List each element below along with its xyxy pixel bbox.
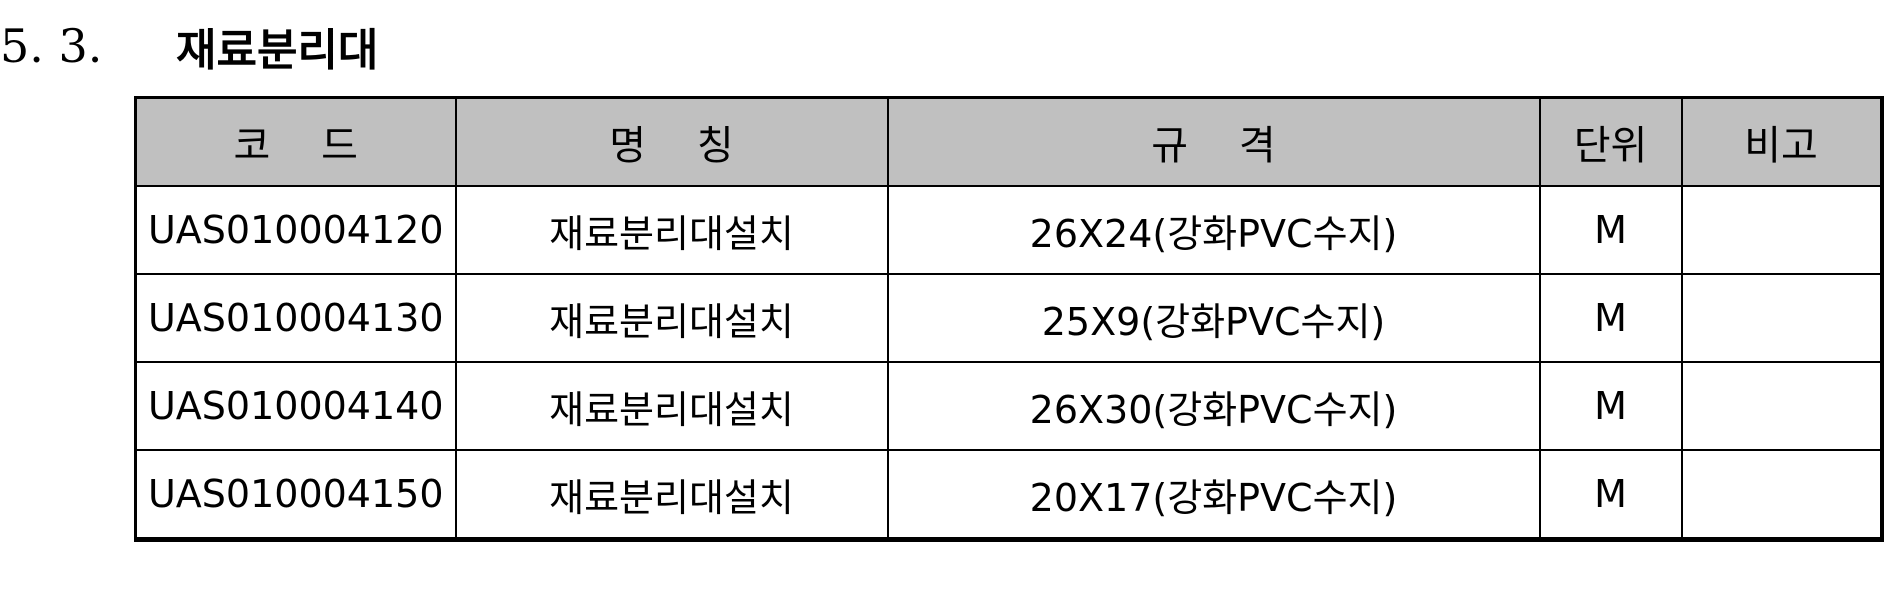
cell-code: UAS010004140 xyxy=(134,361,457,451)
cell-spec: 26X30(강화PVC수지) xyxy=(886,361,1541,451)
table-row: UAS010004150 재료분리대설치 20X17(강화PVC수지) M xyxy=(134,449,1883,541)
header-spec: 규 격 xyxy=(886,96,1541,187)
spec-table: 코 드 명 칭 규 격 단위 비고 UAS010004120 재료분리대설치 2… xyxy=(134,96,1884,542)
cell-unit: M xyxy=(1538,273,1683,363)
cell-name: 재료분리대설치 xyxy=(454,449,889,541)
table-row: UAS010004130 재료분리대설치 25X9(강화PVC수지) M xyxy=(134,273,1883,363)
cell-name: 재료분리대설치 xyxy=(454,273,889,363)
section-heading: 5. 3. 재료분리대 xyxy=(0,8,378,84)
cell-remarks xyxy=(1680,449,1883,541)
cell-spec: 20X17(강화PVC수지) xyxy=(886,449,1541,541)
table-row: UAS010004120 재료분리대설치 26X24(강화PVC수지) M xyxy=(134,185,1883,275)
table-header-row: 코 드 명 칭 규 격 단위 비고 xyxy=(134,96,1883,187)
cell-code: UAS010004120 xyxy=(134,185,457,275)
header-remarks: 비고 xyxy=(1680,96,1883,187)
cell-spec: 26X24(강화PVC수지) xyxy=(886,185,1541,275)
header-code: 코 드 xyxy=(134,96,457,187)
cell-unit: M xyxy=(1538,185,1683,275)
section-title: 재료분리대 xyxy=(176,25,379,76)
cell-remarks xyxy=(1680,273,1883,363)
cell-name: 재료분리대설치 xyxy=(454,185,889,275)
cell-name: 재료분리대설치 xyxy=(454,361,889,451)
header-unit: 단위 xyxy=(1538,96,1683,187)
cell-remarks xyxy=(1680,361,1883,451)
cell-spec: 25X9(강화PVC수지) xyxy=(886,273,1541,363)
table-row: UAS010004140 재료분리대설치 26X30(강화PVC수지) M xyxy=(134,361,1883,451)
cell-unit: M xyxy=(1538,449,1683,541)
cell-code: UAS010004150 xyxy=(134,449,457,541)
cell-unit: M xyxy=(1538,361,1683,451)
header-name: 명 칭 xyxy=(454,96,889,187)
cell-remarks xyxy=(1680,185,1883,275)
section-number: 5. 3. xyxy=(0,19,103,73)
cell-code: UAS010004130 xyxy=(134,273,457,363)
